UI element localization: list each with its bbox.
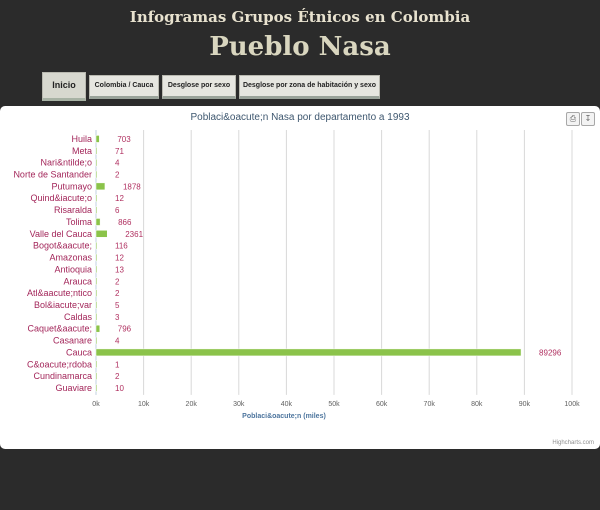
category-label: Huila: [71, 134, 92, 144]
bar: [95, 170, 98, 179]
bar: [95, 348, 522, 357]
chart-panel: Poblaci&oacute;n Nasa por departamento a…: [0, 106, 600, 449]
bar: [95, 277, 98, 285]
bar: [95, 206, 98, 214]
x-tick-label: 60k: [376, 401, 388, 408]
print-icon[interactable]: ⎙: [566, 112, 580, 126]
bar: [95, 147, 98, 155]
bar: [95, 182, 106, 191]
x-tick-label: 40k: [281, 401, 293, 408]
data-label: 5: [115, 301, 120, 310]
data-label: 2: [115, 277, 120, 286]
page-title: Pueblo Nasa: [209, 32, 391, 62]
bar: [95, 253, 98, 262]
bar: [95, 313, 98, 321]
bar: [95, 241, 98, 250]
category-label: Bogot&aacute;: [33, 241, 92, 251]
credits-link[interactable]: Highcharts.com: [552, 440, 594, 446]
data-label: 1: [115, 360, 120, 369]
x-tick-label: 70k: [424, 401, 436, 408]
tab-desglose-sexo[interactable]: Desglose por sexo: [162, 75, 236, 99]
category-label: Norte de Santander: [13, 170, 92, 180]
x-tick-label: 0k: [92, 401, 100, 408]
category-label: Amazonas: [49, 253, 92, 263]
category-label: Atl&aacute;ntico: [27, 288, 92, 298]
bar: [95, 218, 101, 226]
x-tick-label: 80k: [471, 401, 483, 408]
data-label: 2361: [125, 230, 143, 239]
x-tick-label: 20k: [186, 401, 198, 408]
data-label: 703: [117, 135, 131, 144]
bar: [95, 158, 98, 167]
data-label: 12: [115, 194, 124, 203]
data-label: 2: [115, 289, 120, 298]
data-label: 6: [115, 206, 120, 215]
bar: [95, 324, 101, 333]
category-label: Bol&iacute;var: [34, 300, 92, 310]
category-label: Guaviare: [55, 383, 92, 393]
x-tick-label: 50k: [328, 401, 340, 408]
x-tick-label: 90k: [519, 401, 531, 408]
data-label: 12: [115, 254, 124, 263]
category-label: Valle del Cauca: [30, 229, 92, 239]
data-label: 1878: [123, 182, 141, 191]
bar-chart: 0k 10k 20k 30k 40k 50k 60k 70k 80k 90k 100k Poblaci…: [13, 130, 580, 420]
data-label: 866: [118, 218, 132, 227]
tab-colombia-cauca[interactable]: Colombia / Cauca: [89, 75, 159, 99]
data-label: 2: [115, 372, 120, 381]
category-label: Arauca: [63, 276, 92, 286]
category-label: Caquet&aacute;: [27, 324, 92, 334]
category-label: Antioquia: [54, 264, 92, 274]
data-label: 89296: [539, 348, 562, 357]
x-tick-label: 100k: [564, 401, 580, 408]
bar: [95, 194, 98, 202]
data-label: 10: [115, 384, 124, 393]
x-axis-title: Poblaci&oacute;n (miles): [242, 413, 326, 420]
bar: [95, 289, 98, 297]
data-label: 796: [118, 325, 132, 334]
category-label: Quind&iacute;o: [30, 193, 92, 203]
site-title: Infogramas Grupos Étnicos en Colombia: [129, 8, 471, 26]
data-label: 3: [115, 313, 120, 322]
category-label: Cundinamarca: [33, 371, 92, 381]
bar: [95, 230, 108, 238]
x-tick-label: 30k: [233, 401, 245, 408]
bar: [95, 384, 98, 392]
data-label: 71: [115, 147, 124, 156]
category-label: Putumayo: [51, 181, 92, 191]
bar: [95, 265, 98, 274]
category-label: Casanare: [53, 336, 92, 346]
category-label: Cauca: [66, 347, 92, 357]
chart-title: Poblaci&oacute;n Nasa por departamento a…: [190, 112, 410, 123]
download-icon[interactable]: ↧: [581, 112, 595, 126]
category-label: Risaralda: [54, 205, 92, 215]
category-label: Caldas: [64, 312, 93, 322]
category-label: Meta: [72, 146, 92, 156]
tab-desglose-zona[interactable]: Desglose por zona de habitación y sexo: [239, 75, 380, 99]
bar: [95, 372, 98, 380]
bar: [95, 336, 98, 345]
data-label: 116: [115, 242, 128, 251]
data-label: 4: [115, 337, 120, 346]
x-tick-label: 10k: [138, 401, 150, 408]
category-label: C&oacute;rdoba: [27, 359, 92, 369]
category-label: Tolima: [66, 217, 92, 227]
data-label: 13: [115, 265, 124, 274]
bar: [95, 301, 98, 309]
bar: [95, 360, 98, 369]
data-label: 2: [115, 171, 120, 180]
bar: [95, 135, 100, 143]
tab-inicio[interactable]: Inicio: [42, 72, 86, 101]
category-label: Nari&ntilde;o: [40, 158, 92, 168]
data-label: 4: [115, 159, 120, 168]
